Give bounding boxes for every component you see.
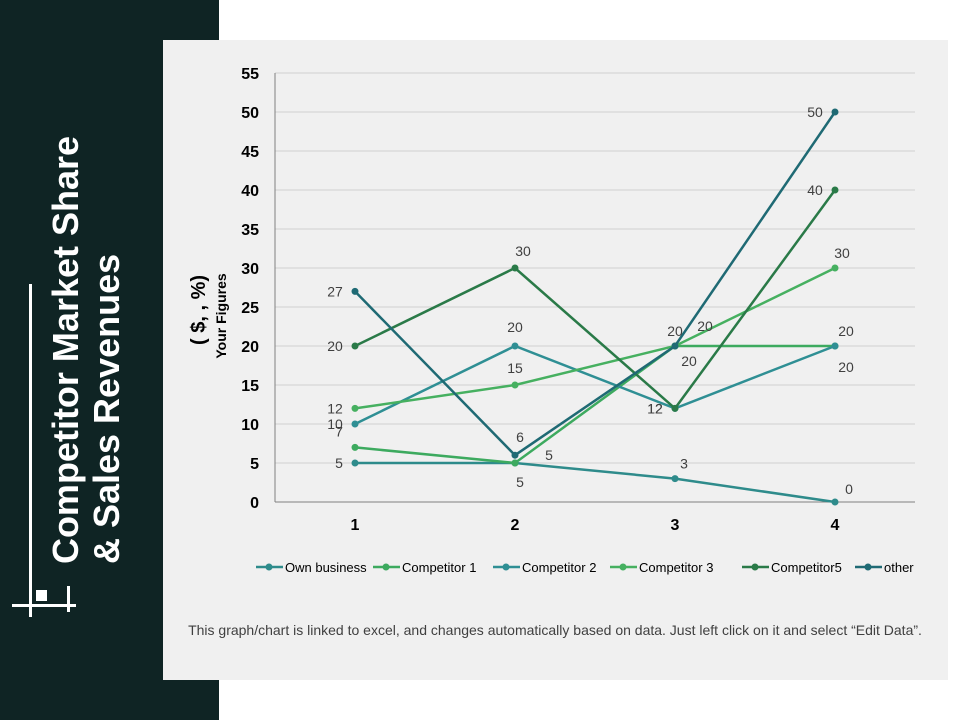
y-axis-label-title: Your Figures <box>213 273 229 359</box>
data-label: 20 <box>667 323 683 339</box>
title-accent-square-icon <box>36 590 47 601</box>
legend-label: Competitor 3 <box>639 560 713 575</box>
legend: Own business Competitor 1 Competitor 2 Comp… <box>256 560 914 575</box>
data-point <box>351 287 359 295</box>
series-line-competitor5 <box>354 189 837 411</box>
data-point <box>831 186 839 194</box>
series-lines <box>351 108 839 506</box>
data-label: 6 <box>516 429 524 445</box>
data-label: 30 <box>515 243 531 259</box>
legend-swatch-marker <box>502 563 510 571</box>
data-point <box>671 404 679 412</box>
x-tick-label: 1 <box>351 517 360 534</box>
data-label: 20 <box>697 318 713 334</box>
y-tick-label: 25 <box>241 300 259 317</box>
data-label: 15 <box>507 360 523 376</box>
data-point <box>831 108 839 116</box>
y-axis-label-units: ( $, , %) <box>188 275 210 345</box>
series-line-competitor-2 <box>354 344 836 426</box>
y-tick-label: 20 <box>241 339 259 356</box>
data-point <box>351 443 359 451</box>
data-label: 40 <box>807 182 823 198</box>
title-accent-horizontal-line <box>12 604 76 607</box>
series-line-competitor-3 <box>354 266 836 410</box>
data-point <box>511 342 519 350</box>
data-label: 5 <box>545 447 553 463</box>
y-tick-label: 10 <box>241 417 259 434</box>
data-point <box>671 475 679 483</box>
data-label: 12 <box>647 400 663 416</box>
title-accent-short-bar <box>67 586 70 612</box>
y-tick-label: 35 <box>241 222 259 239</box>
y-tick-label: 40 <box>241 183 259 200</box>
data-label: 12 <box>327 400 343 416</box>
y-tick-label: 55 <box>241 66 259 83</box>
series-line-competitor-1 <box>354 344 835 465</box>
data-label: 0 <box>845 481 853 497</box>
y-tick-label: 50 <box>241 105 259 122</box>
legend-label: other <box>884 560 914 575</box>
data-label: 3 <box>680 456 688 472</box>
data-point <box>671 342 679 350</box>
x-tick-label: 3 <box>671 517 680 534</box>
data-point <box>351 459 359 467</box>
data-point <box>511 264 519 272</box>
data-point <box>511 381 519 389</box>
y-tick-label: 45 <box>241 144 259 161</box>
y-tick-label: 5 <box>250 456 259 473</box>
legend-swatch-marker <box>265 563 273 571</box>
data-label: 50 <box>807 104 823 120</box>
y-tick-label: 15 <box>241 378 259 395</box>
legend-label: Own business <box>285 560 367 575</box>
legend-swatch-marker <box>619 563 627 571</box>
y-tick-label: 0 <box>250 495 259 512</box>
chart-panel <box>163 40 948 680</box>
data-label: 20 <box>681 353 697 369</box>
data-label: 30 <box>834 245 850 261</box>
data-point <box>351 404 359 412</box>
data-point <box>351 342 359 350</box>
legend-swatch-marker <box>751 563 759 571</box>
title-accent-vertical-line <box>29 284 32 617</box>
y-tick-label: 30 <box>241 261 259 278</box>
footer-note: This graph/chart is linked to excel, and… <box>188 622 922 638</box>
series-line-other <box>354 111 837 457</box>
data-label: 7 <box>335 423 343 439</box>
data-label: 27 <box>327 283 343 299</box>
data-label: 20 <box>507 319 523 335</box>
legend-label: Competitor 2 <box>522 560 596 575</box>
legend-swatch-marker <box>864 563 872 571</box>
data-point <box>831 264 839 272</box>
legend-label: Competitor 1 <box>402 560 476 575</box>
data-point <box>831 498 839 506</box>
data-label: 10 <box>327 416 343 432</box>
x-tick-label: 2 <box>511 517 520 534</box>
data-point <box>511 459 519 467</box>
series-line-own-business <box>355 461 836 504</box>
legend-swatch-marker <box>382 563 390 571</box>
x-tick-label: 4 <box>831 517 840 534</box>
data-label: 12 <box>647 400 663 416</box>
data-point <box>351 420 359 428</box>
data-label: 20 <box>327 338 343 354</box>
legend-label: Competitor5 <box>771 560 842 575</box>
data-label: 20 <box>838 359 854 375</box>
data-point <box>831 342 839 350</box>
data-label: 5 <box>335 455 343 471</box>
data-label: 20 <box>838 323 854 339</box>
data-point <box>511 451 519 459</box>
data-label: 5 <box>516 474 524 490</box>
